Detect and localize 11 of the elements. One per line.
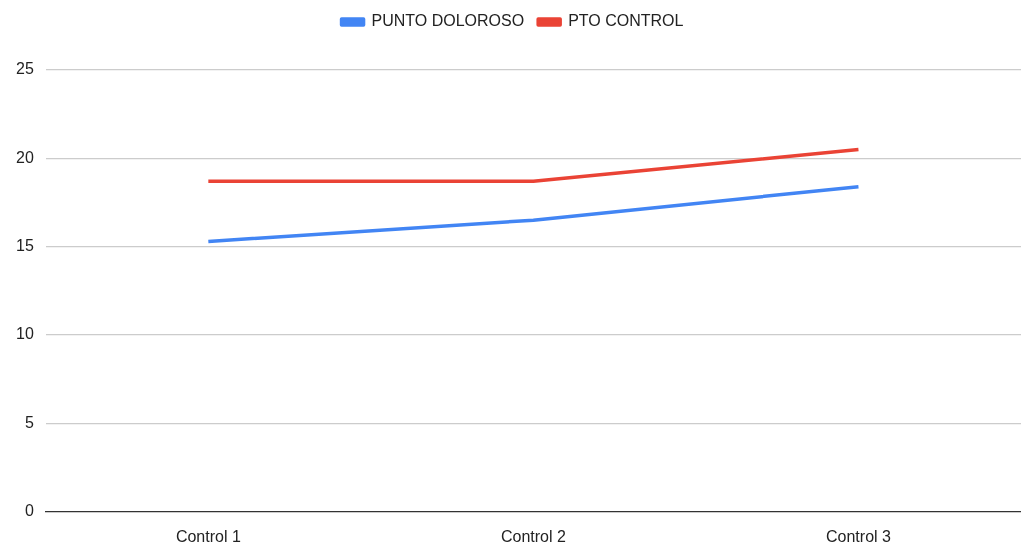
legend-label: PTO CONTROL [568, 12, 684, 30]
y-tick-label: 25 [16, 60, 34, 78]
x-tick-label: Control 3 [826, 527, 892, 545]
x-tick-label: Control 1 [175, 527, 241, 545]
y-tick-label: 0 [24, 502, 34, 520]
y-tick-label: 5 [24, 413, 34, 431]
y-tick-label: 10 [16, 325, 34, 343]
x-tick-label: Control 2 [500, 527, 566, 545]
y-tick-label: 20 [16, 148, 34, 166]
legend-label: PUNTO DOLOROSO [371, 12, 525, 30]
y-tick-label: 15 [16, 237, 34, 255]
